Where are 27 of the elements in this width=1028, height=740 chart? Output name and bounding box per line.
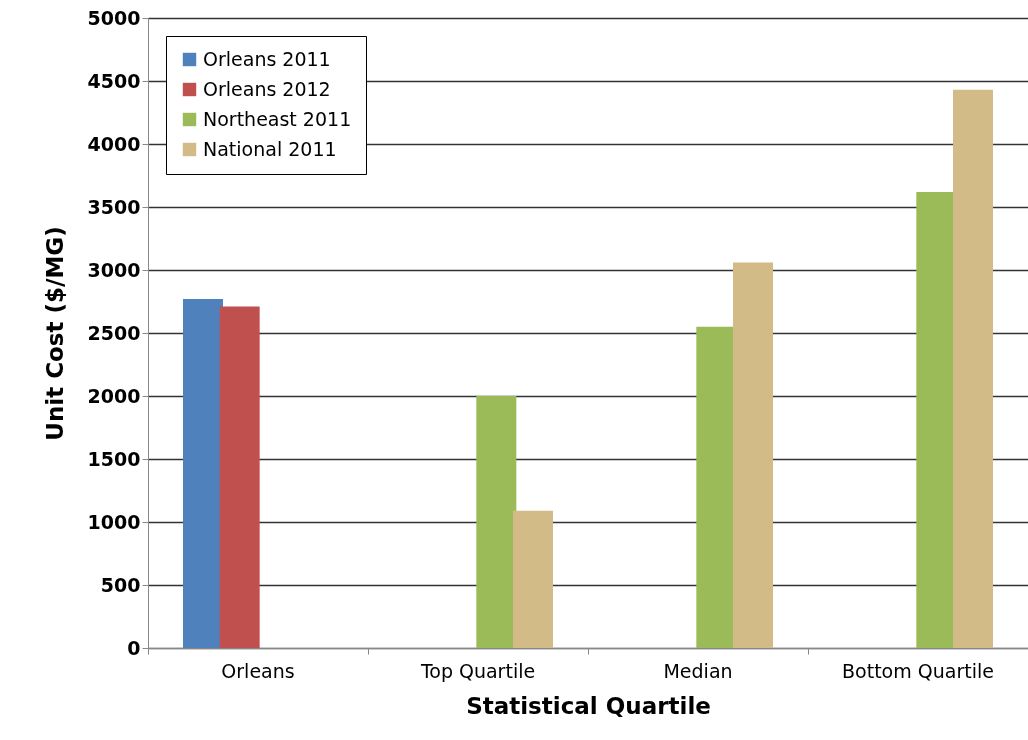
x-tick-label: Median: [663, 659, 733, 682]
y-axis-title: Unit Cost ($/MG): [41, 226, 68, 441]
y-tick-label: 1000: [87, 510, 141, 533]
y-tick-label: 2000: [87, 384, 141, 407]
y-tick-label: 1500: [87, 447, 141, 470]
y-tick-label: 4000: [87, 132, 141, 155]
bar: [733, 262, 773, 648]
y-tick-label: 3500: [87, 195, 141, 218]
y-tick-label: 500: [100, 573, 141, 596]
x-axis-title: Statistical Quartile: [466, 692, 711, 719]
y-tick-label: 0: [127, 636, 141, 659]
bar: [219, 306, 260, 648]
legend-label: National 2011: [203, 137, 337, 160]
legend-label: Orleans 2012: [203, 77, 331, 100]
legend-label: Orleans 2011: [203, 47, 331, 70]
x-tick-label: Top Quartile: [419, 659, 536, 682]
y-tick-label: 5000: [87, 6, 141, 29]
y-tick-label: 3000: [87, 258, 141, 281]
x-tick-label: Orleans: [221, 659, 295, 682]
legend-label: Northeast 2011: [203, 107, 352, 130]
bar: [183, 298, 223, 648]
x-tick-label: Bottom Quartile: [842, 659, 994, 682]
y-tick-label: 2500: [87, 321, 141, 344]
y-tick-label: 4500: [87, 69, 141, 92]
bar: [953, 89, 993, 648]
bar: [513, 510, 553, 648]
bar: [476, 396, 517, 648]
